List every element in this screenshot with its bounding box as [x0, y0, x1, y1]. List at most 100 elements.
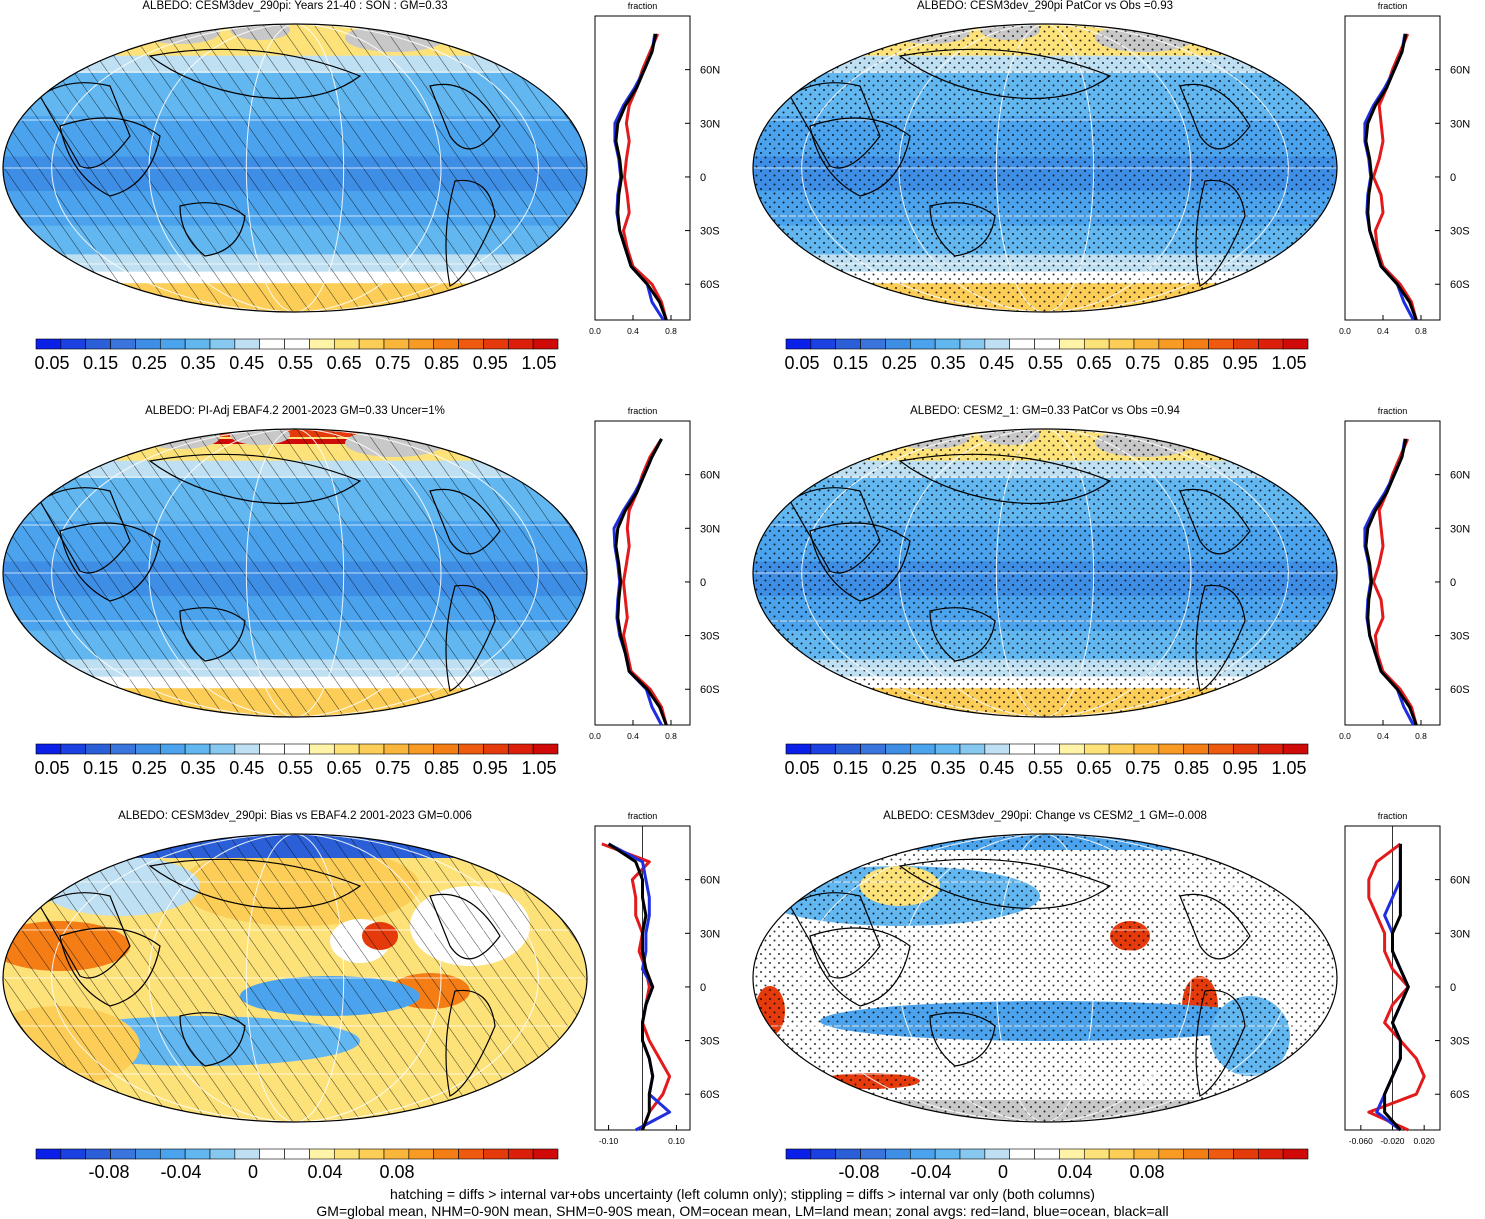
- colorbar-tick-label: 0.05: [784, 758, 820, 778]
- panel-title-4: ALBEDO: CESM2_1: GM=0.33 PatCor vs Obs =…: [910, 405, 1180, 417]
- value-tick-label: 0.8: [665, 731, 677, 741]
- coastline: [429, 893, 501, 960]
- colorbar-swatch: [383, 1148, 410, 1160]
- value-tick-label: 0.020: [1414, 1136, 1436, 1146]
- longitude-gridline: [245, 834, 345, 1122]
- colorbar-swatch: [1158, 1148, 1185, 1160]
- zonal-axis-title: fraction: [1378, 1, 1408, 11]
- colorbar-swatch: [1208, 743, 1234, 755]
- colorbar-swatch: [1158, 743, 1185, 755]
- colorbar-swatch: [333, 1148, 360, 1160]
- lat-tick-label: 0: [1450, 172, 1456, 184]
- lat-tick-label: 30N: [700, 523, 720, 535]
- colorbar-swatch: [209, 338, 236, 350]
- lat-tick-label: 0: [700, 577, 706, 589]
- colorbar-swatch: [1158, 338, 1185, 350]
- colorbar-tick-label: 0.75: [1125, 353, 1161, 373]
- zonal-all-line: [614, 438, 668, 726]
- colorbar-tick-label: 0.95: [1222, 353, 1258, 373]
- colorbar-swatch: [1059, 338, 1085, 350]
- colorbar-swatch: [408, 743, 435, 755]
- colorbar-swatch: [1009, 743, 1035, 755]
- zonal-plot-5: fraction 60N 30N 0 30S 60S -0.10 0.10: [585, 810, 735, 1165]
- coastline: [179, 607, 246, 662]
- colorbar-tick-label: 0.35: [180, 758, 216, 778]
- longitude-gridline: [801, 429, 1289, 717]
- colorbar-swatch: [85, 1148, 111, 1160]
- colorbar-swatch: [507, 338, 534, 350]
- colorbar-swatch: [184, 1148, 211, 1160]
- zonal-axis-title: fraction: [1378, 811, 1408, 821]
- colorbar-swatch: [433, 338, 459, 350]
- colorbar-tick-label: -0.08: [838, 1162, 880, 1182]
- colorbar-swatch: [184, 743, 211, 755]
- colorbar-tick-label: 0.55: [1027, 758, 1064, 778]
- lat-tick-label: 60S: [1450, 684, 1470, 696]
- colorbar-swatch: [1108, 743, 1135, 755]
- colorbar-swatch: [458, 338, 484, 350]
- colorbar-tick-label: 0: [997, 1162, 1009, 1182]
- colorbar-5: [35, 1147, 559, 1165]
- colorbar-tick-label: 0.15: [83, 758, 119, 778]
- panel-title-2: ALBEDO: CESM3dev_290pi PatCor vs Obs =0.…: [916, 0, 1173, 12]
- zonal-axis-title: fraction: [628, 1, 658, 11]
- colorbar-tick-label: 0: [247, 1162, 259, 1182]
- coastline: [179, 1012, 246, 1067]
- zonal-frame: [1344, 15, 1441, 321]
- colorbar-swatch: [1083, 1148, 1110, 1160]
- panel-title-5: ALBEDO: CESM3dev_290pi: Bias vs EBAF4.2 …: [118, 810, 472, 822]
- lat-tick-label: 0: [1450, 982, 1456, 994]
- longitude-gridline: [51, 834, 539, 1122]
- coastline: [1195, 179, 1246, 287]
- colorbar-swatch: [234, 1148, 261, 1160]
- coastline: [789, 892, 881, 979]
- value-tick-label: 0.0: [589, 731, 601, 741]
- map-border: [752, 833, 1338, 1123]
- colorbar-swatch: [184, 338, 211, 350]
- value-tick-label: 0.4: [1377, 326, 1389, 336]
- colorbar-tick-label: 0.25: [881, 758, 917, 778]
- value-tick-label: 0.4: [1377, 731, 1389, 741]
- colorbar-swatch: [35, 1148, 62, 1160]
- colorbar-swatch: [60, 1148, 87, 1160]
- colorbar-swatch: [532, 338, 559, 350]
- colorbar-tick-label: -0.04: [910, 1162, 952, 1182]
- coastline: [148, 858, 362, 910]
- colorbar-tick-label: 0.55: [1027, 353, 1064, 373]
- lat-tick-label: 0: [1450, 577, 1456, 589]
- coastline: [789, 82, 881, 169]
- colorbar-swatch: [1257, 743, 1284, 755]
- colorbar-swatch: [234, 743, 261, 755]
- colorbar-tick-label: 1.05: [1271, 353, 1307, 373]
- colorbar-swatch: [110, 338, 136, 350]
- colorbar-swatch: [1208, 1148, 1234, 1160]
- colorbar-swatch: [1034, 1148, 1060, 1160]
- zonal-plot-3: fraction 60N 30N 0 30S 60S 0.0 0.4 0.8: [585, 405, 735, 760]
- colorbar-swatch: [433, 1148, 459, 1160]
- colorbar-swatch: [959, 1148, 986, 1160]
- longitude-gridline: [245, 24, 345, 312]
- colorbar-tick-label: 0.45: [229, 758, 265, 778]
- colorbar-tick-label: 0.85: [1174, 353, 1210, 373]
- zonal-land-line: [622, 438, 668, 726]
- colorbar-swatch: [909, 1148, 936, 1160]
- colorbar-swatch: [110, 743, 136, 755]
- colorbar-swatch: [60, 338, 87, 350]
- zonal-axis-title: fraction: [628, 811, 658, 821]
- coastline: [898, 453, 1112, 505]
- longitude-gridline: [148, 429, 442, 717]
- longitude-gridline: [995, 429, 1095, 717]
- colorbar-tick-label: 0.08: [379, 1162, 415, 1182]
- colorbar-tick-label: 0.95: [472, 758, 508, 778]
- lat-tick-label: 0: [700, 172, 706, 184]
- colorbar-swatch: [885, 743, 911, 755]
- coastline: [929, 202, 996, 257]
- zonal-all-line: [614, 33, 668, 321]
- colorbar-swatch: [1183, 1148, 1209, 1160]
- colorbar-6: [785, 1147, 1309, 1165]
- colorbar-swatch: [1034, 743, 1060, 755]
- lat-tick-label: 60S: [1450, 279, 1470, 291]
- coastline: [789, 487, 881, 574]
- coastline: [1195, 584, 1246, 692]
- colorbar-tick-label: -0.08: [88, 1162, 130, 1182]
